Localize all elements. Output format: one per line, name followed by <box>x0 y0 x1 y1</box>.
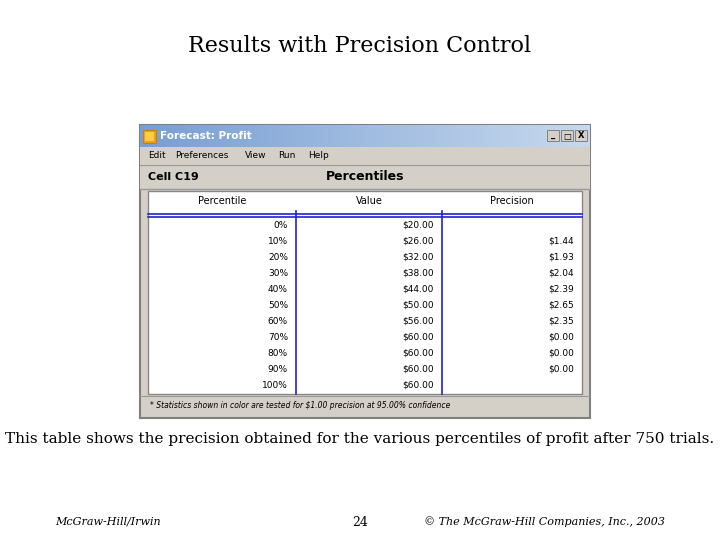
Text: View: View <box>245 152 266 160</box>
Text: 90%: 90% <box>268 364 288 374</box>
Text: $56.00: $56.00 <box>402 316 434 326</box>
Text: $2.35: $2.35 <box>548 316 574 326</box>
Text: © The McGraw-Hill Companies, Inc., 2003: © The McGraw-Hill Companies, Inc., 2003 <box>424 517 665 528</box>
Bar <box>148 191 582 394</box>
Bar <box>140 147 590 165</box>
Text: $38.00: $38.00 <box>402 268 434 278</box>
Text: 30%: 30% <box>268 268 288 278</box>
Text: This table shows the precision obtained for the various percentiles of profit af: This table shows the precision obtained … <box>6 432 714 446</box>
Text: Forecast: Profit: Forecast: Profit <box>160 131 252 141</box>
Text: $0.00: $0.00 <box>548 333 574 341</box>
Text: $60.00: $60.00 <box>402 348 434 357</box>
Text: Preferences: Preferences <box>175 152 228 160</box>
Text: $2.04: $2.04 <box>549 268 574 278</box>
Bar <box>547 130 559 141</box>
Text: 0%: 0% <box>274 220 288 230</box>
Text: $32.00: $32.00 <box>402 253 434 261</box>
Text: Cell C19: Cell C19 <box>148 172 199 182</box>
Text: 24: 24 <box>352 516 368 529</box>
Text: Precision: Precision <box>490 196 534 206</box>
Text: Results with Precision Control: Results with Precision Control <box>189 35 531 57</box>
Text: $2.39: $2.39 <box>548 285 574 294</box>
Bar <box>575 130 587 141</box>
Text: Value: Value <box>356 196 382 206</box>
Text: Percentile: Percentile <box>198 196 246 206</box>
Text: 70%: 70% <box>268 333 288 341</box>
Text: $1.93: $1.93 <box>548 253 574 261</box>
Text: 100%: 100% <box>262 381 288 389</box>
Text: McGraw-Hill/Irwin: McGraw-Hill/Irwin <box>55 517 161 527</box>
Text: $20.00: $20.00 <box>402 220 434 230</box>
Bar <box>561 130 573 141</box>
Text: * Statistics shown in color are tested for $1.00 precision at 95.00% confidence: * Statistics shown in color are tested f… <box>150 401 451 409</box>
Text: $50.00: $50.00 <box>402 300 434 309</box>
Text: Run: Run <box>278 152 295 160</box>
Text: 10%: 10% <box>268 237 288 246</box>
Text: $60.00: $60.00 <box>402 364 434 374</box>
Text: $26.00: $26.00 <box>402 237 434 246</box>
Bar <box>140 125 590 418</box>
Text: 60%: 60% <box>268 316 288 326</box>
Text: 50%: 50% <box>268 300 288 309</box>
Text: X: X <box>577 132 584 140</box>
Text: Percentiles: Percentiles <box>325 171 404 184</box>
Bar <box>140 165 590 189</box>
Text: $44.00: $44.00 <box>402 285 434 294</box>
Text: $0.00: $0.00 <box>548 364 574 374</box>
Text: 20%: 20% <box>268 253 288 261</box>
Text: Edit: Edit <box>148 152 166 160</box>
Text: 40%: 40% <box>268 285 288 294</box>
Text: $2.65: $2.65 <box>548 300 574 309</box>
Bar <box>143 130 156 143</box>
Text: _: _ <box>551 132 555 140</box>
Text: $1.44: $1.44 <box>549 237 574 246</box>
Text: $60.00: $60.00 <box>402 333 434 341</box>
Text: $0.00: $0.00 <box>548 348 574 357</box>
Text: Help: Help <box>308 152 329 160</box>
Text: $60.00: $60.00 <box>402 381 434 389</box>
Text: 80%: 80% <box>268 348 288 357</box>
Text: □: □ <box>563 132 571 140</box>
Bar <box>145 132 154 141</box>
